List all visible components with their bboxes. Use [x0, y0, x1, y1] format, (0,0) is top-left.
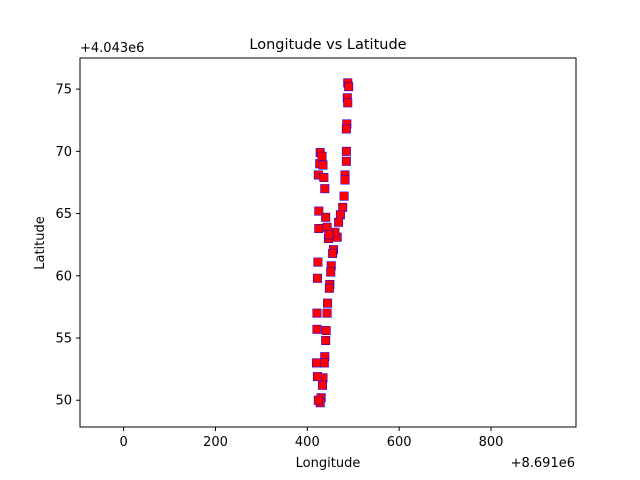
data-point [320, 358, 329, 367]
data-point [326, 268, 335, 277]
data-point [338, 203, 347, 212]
data-point [312, 309, 321, 318]
x-tick-label: 200 [203, 435, 228, 450]
data-point [323, 299, 332, 308]
data-point [330, 228, 339, 237]
data-point [321, 336, 330, 345]
data-point [340, 170, 349, 179]
data-points [312, 78, 354, 408]
data-point [313, 258, 322, 267]
x-axis-label: Longitude [296, 456, 361, 471]
data-point [340, 175, 349, 184]
x-tick-label: 800 [479, 435, 504, 450]
data-point [319, 173, 328, 182]
x-axis-offset-label: +8.691e6 [511, 456, 575, 471]
data-point [342, 157, 351, 166]
data-point [312, 325, 321, 334]
data-point [314, 396, 323, 405]
data-point [323, 309, 332, 318]
data-point [340, 192, 349, 201]
y-tick-label: 50 [55, 394, 72, 409]
data-point [327, 261, 336, 270]
data-point [318, 161, 327, 170]
data-point [318, 373, 327, 382]
y-tick-label: 75 [55, 83, 72, 98]
data-point [325, 284, 334, 293]
data-point [328, 249, 337, 258]
data-point [313, 274, 322, 283]
data-point [312, 358, 321, 367]
y-tick-label: 65 [55, 207, 72, 222]
x-axis-ticks: 0 200 400 600 800 [119, 427, 503, 450]
y-tick-label: 55 [55, 332, 72, 347]
y-axis-ticks: 50 55 60 65 70 75 [55, 83, 80, 409]
data-point [314, 170, 323, 179]
data-point [334, 218, 343, 227]
y-tick-label: 70 [55, 145, 72, 160]
data-point [318, 152, 327, 161]
data-point [314, 207, 323, 216]
y-tick-label: 60 [55, 269, 72, 284]
plot-area-frame [79, 57, 577, 428]
data-point [336, 210, 345, 219]
data-point [323, 223, 332, 232]
y-axis-label: Latitude [33, 216, 48, 270]
data-point [320, 184, 329, 193]
x-tick-label: 400 [295, 435, 320, 450]
data-point [321, 213, 330, 222]
x-tick-label: 600 [387, 435, 412, 450]
data-point [344, 82, 353, 91]
data-point [313, 372, 322, 381]
data-point [322, 326, 331, 335]
chart-title: Longitude vs Latitude [249, 37, 406, 53]
data-point [318, 381, 327, 390]
data-point [343, 98, 352, 107]
data-point [320, 352, 329, 361]
x-tick-label: 0 [119, 435, 127, 450]
data-point [333, 233, 342, 242]
y-axis-offset-label: +4.043e6 [80, 41, 144, 56]
data-point [342, 124, 351, 133]
data-point [314, 224, 323, 233]
data-point [342, 119, 351, 128]
data-point [342, 147, 351, 156]
data-point [343, 93, 352, 102]
data-point [324, 230, 333, 239]
